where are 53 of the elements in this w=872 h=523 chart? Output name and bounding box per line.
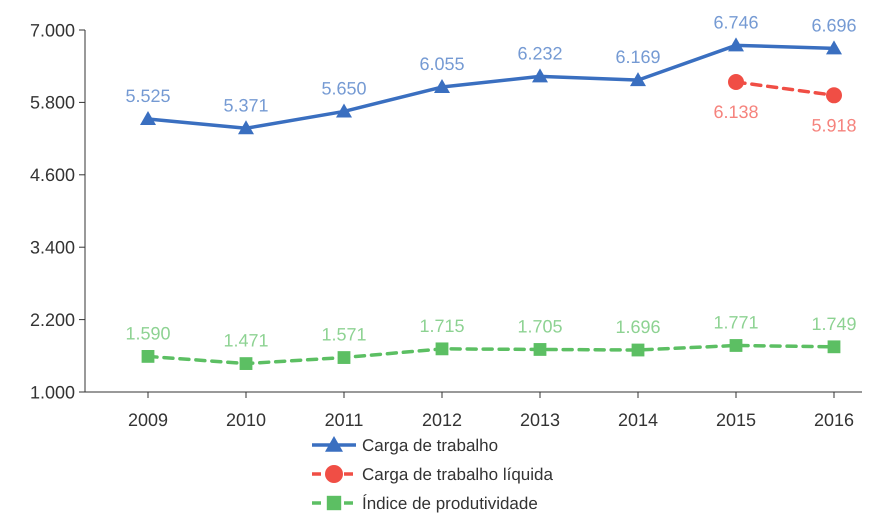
- data-label: 6.055: [419, 54, 465, 74]
- point: [826, 87, 842, 104]
- point: [436, 342, 448, 356]
- point: [728, 37, 744, 52]
- legend-label: Carga de trabalho líquida: [362, 464, 554, 484]
- point: [632, 344, 644, 356]
- data-label: 5.918: [811, 115, 857, 136]
- y-tick-label: 3.400: [30, 238, 75, 258]
- point: [238, 120, 254, 134]
- point: [338, 351, 350, 364]
- point: [630, 72, 646, 86]
- y-tick-label: 2.200: [30, 310, 75, 330]
- x-tick-label: 2015: [716, 410, 756, 430]
- data-label: 6.169: [615, 47, 661, 68]
- data-label: 1.590: [125, 323, 171, 344]
- data-label: 1.471: [223, 330, 269, 351]
- data-label: 1.715: [419, 316, 465, 336]
- data-label: 5.650: [321, 78, 367, 98]
- point: [336, 103, 352, 118]
- point: [142, 350, 154, 363]
- data-label: 1.771: [713, 312, 759, 332]
- point: [730, 339, 742, 352]
- data-label: 1.705: [517, 316, 563, 336]
- point: [534, 343, 546, 356]
- x-tick-label: 2009: [128, 410, 168, 430]
- y-tick-label: 1.000: [30, 382, 75, 402]
- data-label: 6.138: [713, 102, 759, 122]
- x-tick-label: 2016: [814, 410, 854, 430]
- data-label: 1.571: [321, 324, 367, 345]
- data-label: 6.746: [713, 12, 759, 32]
- point: [828, 340, 840, 354]
- y-tick-label: 7.000: [30, 20, 75, 40]
- legend-label: Índice de produtividade: [362, 494, 538, 513]
- y-tick-label: 5.800: [30, 92, 75, 113]
- point: [826, 40, 842, 54]
- data-label: 5.525: [125, 86, 171, 106]
- data-label: 1.696: [615, 317, 661, 338]
- x-tick-label: 2011: [324, 410, 364, 430]
- data-label: 6.232: [517, 43, 563, 64]
- data-label: 6.696: [811, 15, 857, 36]
- point: [140, 110, 156, 125]
- point: [434, 79, 450, 94]
- point: [240, 357, 252, 370]
- x-tick-label: 2014: [618, 410, 658, 430]
- legend-label: Carga de trabalho: [362, 436, 498, 455]
- x-tick-label: 2013: [520, 410, 560, 430]
- data-label: 5.371: [223, 95, 269, 116]
- x-tick-label: 2010: [226, 410, 266, 430]
- point: [532, 68, 548, 82]
- x-tick-label: 2012: [422, 410, 462, 430]
- y-tick-label: 4.600: [30, 165, 75, 186]
- data-label: 1.749: [811, 314, 857, 334]
- point: [728, 74, 744, 90]
